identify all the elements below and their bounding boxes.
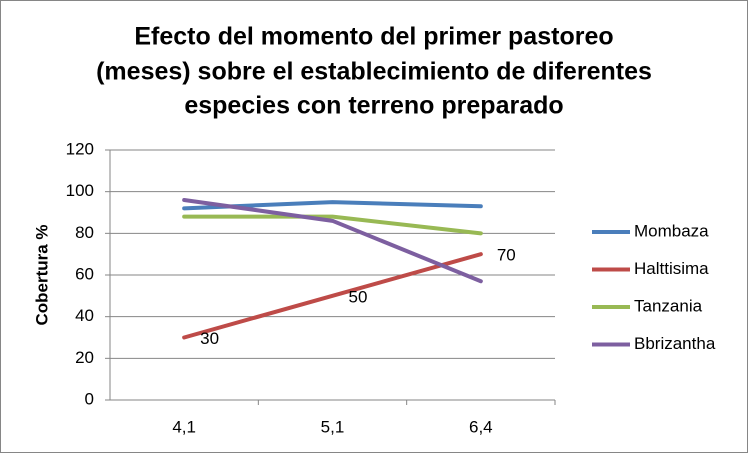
legend-label: Mombaza [634,221,709,240]
chart-title: especies con terreno preparado [184,92,563,120]
y-tick-label: 40 [75,306,94,325]
chart-title: (meses) sobre el establecimiento de dife… [96,58,652,86]
x-tick-label: 6,4 [469,417,493,436]
series-line [182,198,483,284]
data-label: 50 [349,287,368,306]
data-label: 30 [200,329,219,348]
y-tick-label: 20 [75,348,94,367]
series-line [182,252,483,340]
x-tick-label: 5,1 [321,417,345,436]
chart-title: Efecto del momento del primer pastoreo [134,23,613,51]
data-label: 70 [497,246,516,265]
x-tick-label: 4,1 [172,417,196,436]
y-tick-label: 60 [75,264,94,283]
legend-label: Halttisima [634,259,709,278]
legend-label: Tanzania [634,296,703,315]
y-axis-label: Cobertura % [32,224,51,325]
legend-label: Bbrizantha [634,334,716,353]
y-tick-label: 120 [66,139,94,158]
y-tick-label: 100 [66,181,94,200]
y-tick-label: 80 [75,223,94,242]
y-tick-label: 0 [85,389,94,408]
series-line [182,214,483,236]
